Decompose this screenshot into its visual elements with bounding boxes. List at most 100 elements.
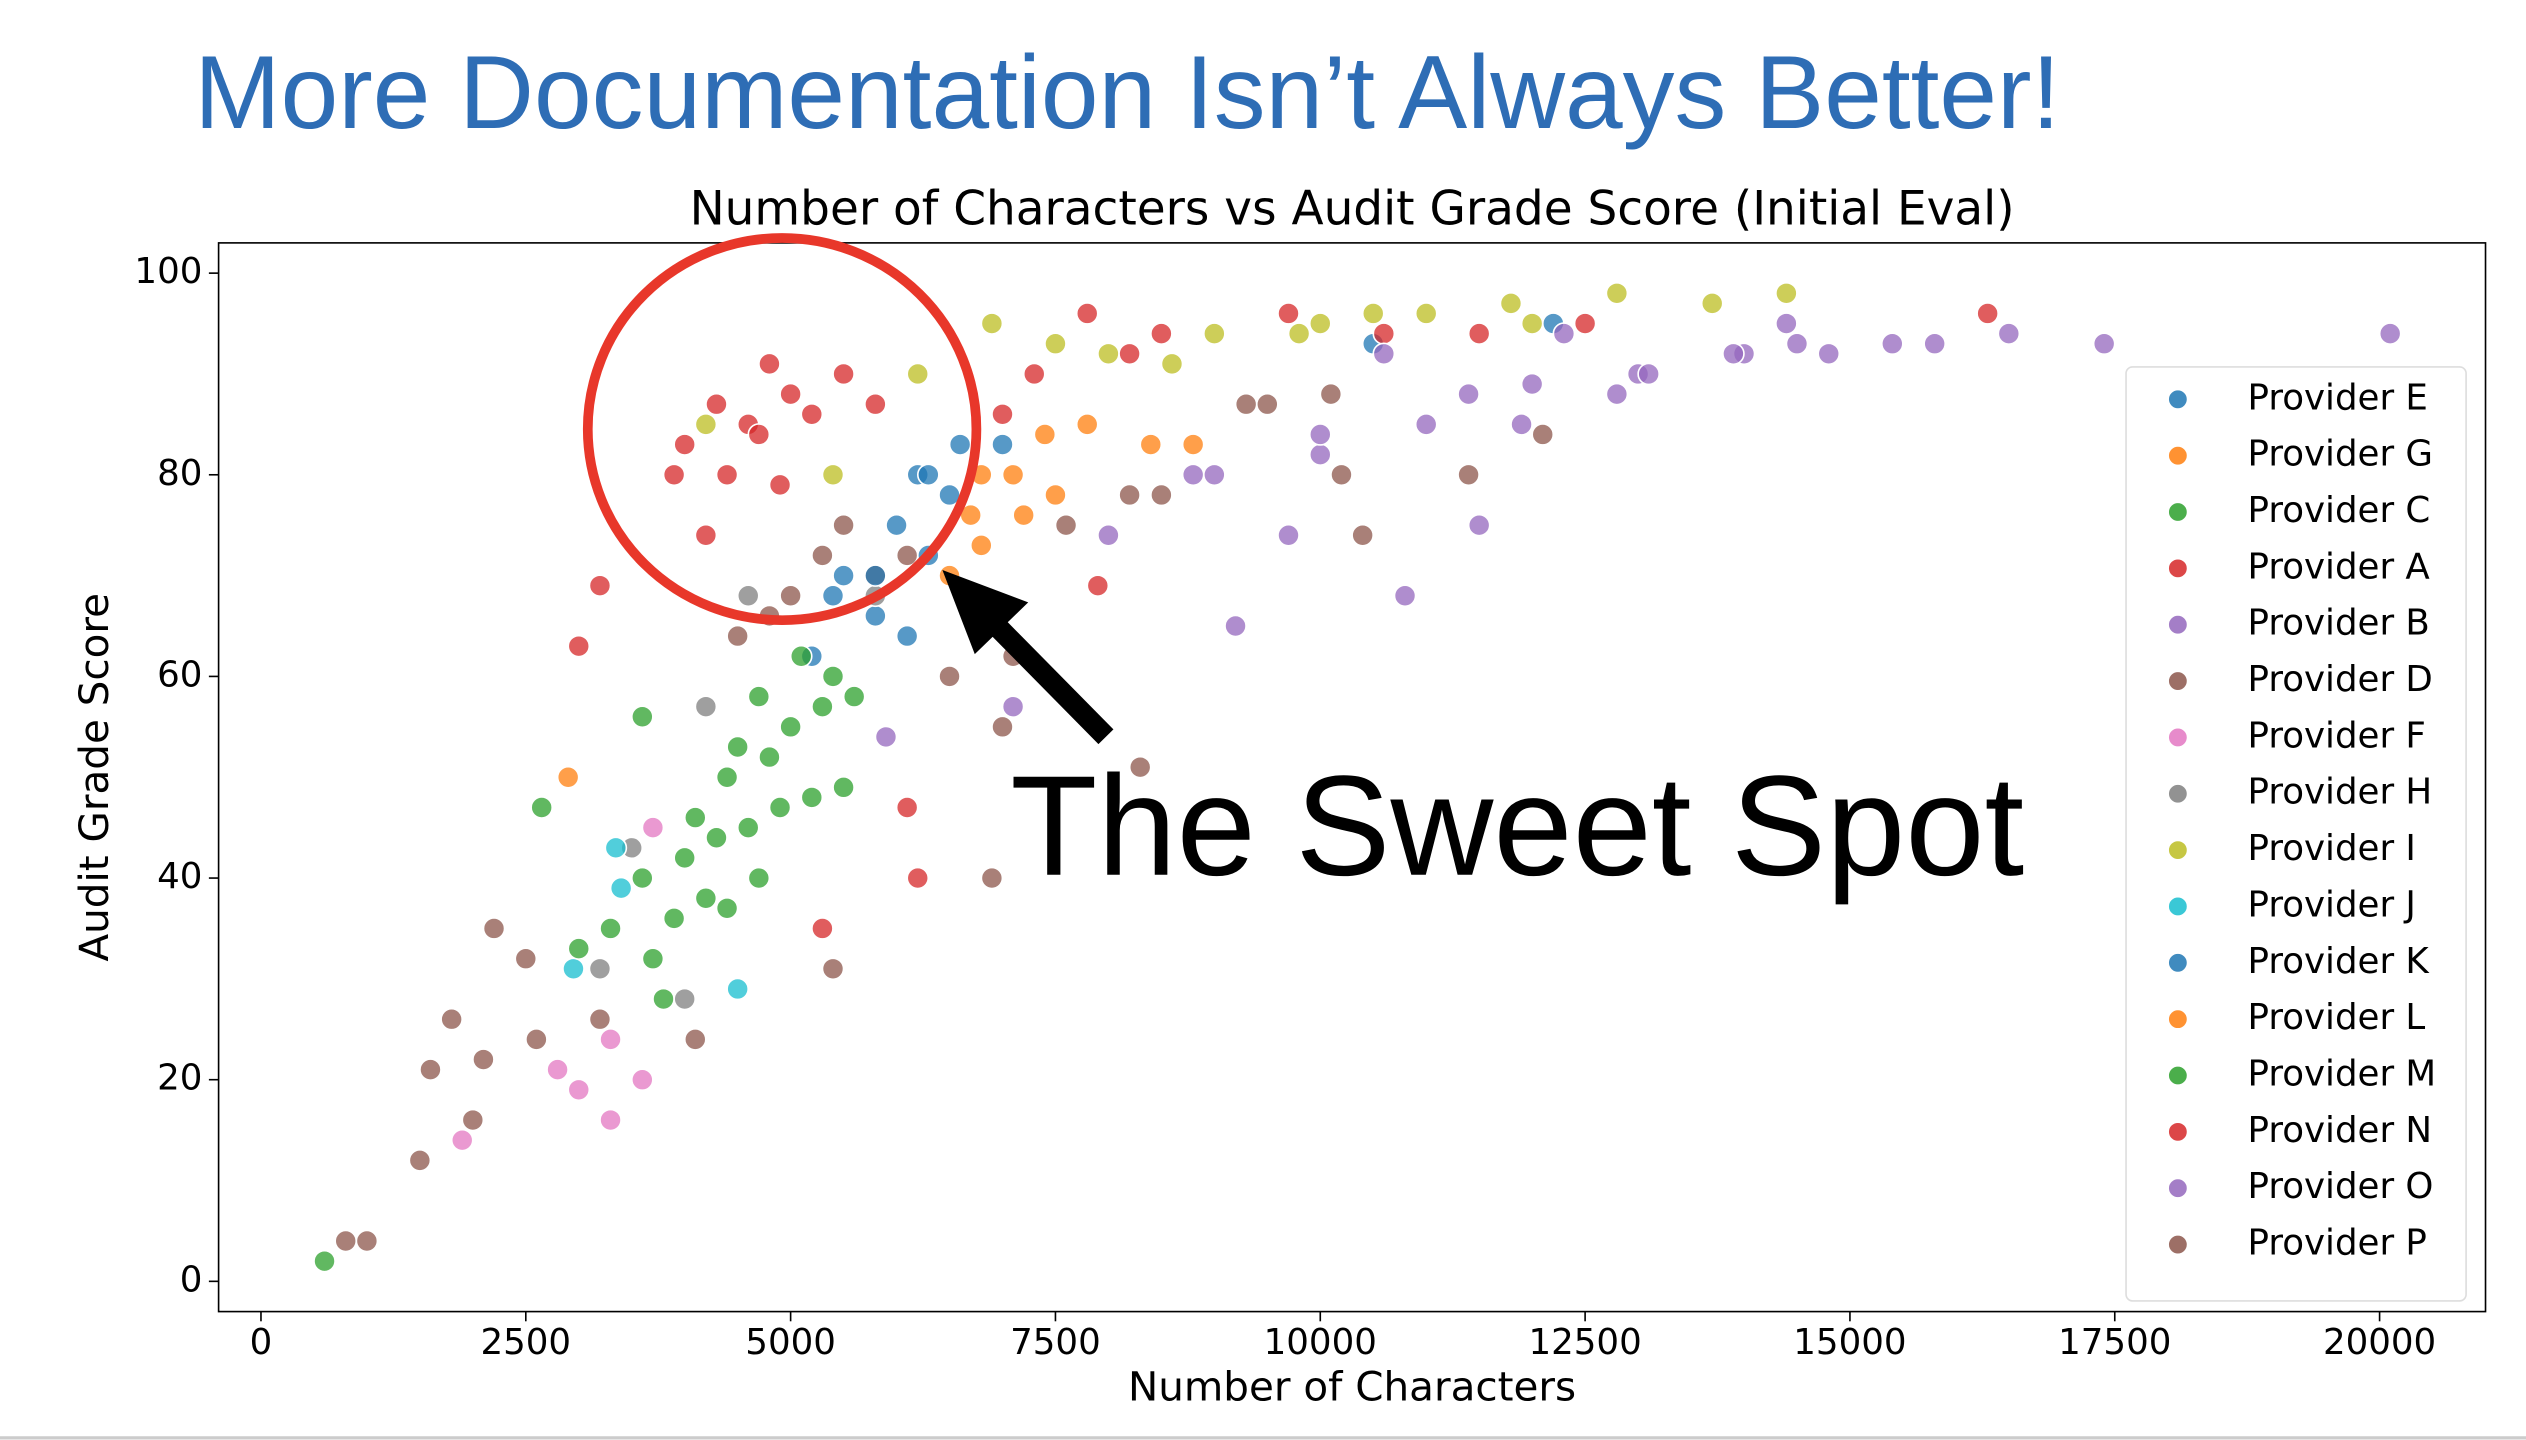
x-tick-label: 2500 <box>480 1322 571 1363</box>
point <box>1012 503 1036 527</box>
point <box>842 685 866 708</box>
y-tick-label: 0 <box>180 1259 203 1300</box>
point <box>1203 463 1226 487</box>
point <box>641 816 665 839</box>
point <box>895 624 919 648</box>
x-tick-label: 7500 <box>1010 1322 1101 1363</box>
x-tick-label: 0 <box>250 1322 273 1363</box>
legend-marker <box>2167 952 2189 974</box>
point <box>864 392 887 416</box>
point <box>419 1058 442 1081</box>
point <box>736 584 760 608</box>
point <box>1520 312 1544 335</box>
point <box>630 1068 654 1092</box>
point <box>1128 755 1152 779</box>
point <box>832 564 855 587</box>
point <box>1224 614 1247 638</box>
point <box>1467 322 1491 345</box>
point <box>906 866 930 890</box>
point <box>736 816 760 839</box>
point <box>599 1108 622 1132</box>
point <box>630 866 654 890</box>
point <box>906 362 930 386</box>
point <box>1319 382 1343 406</box>
point <box>1510 413 1533 436</box>
point <box>673 987 697 1011</box>
point <box>1277 302 1300 325</box>
point <box>1022 362 1046 386</box>
legend-label: Provider D <box>2247 659 2432 700</box>
point <box>980 312 1004 335</box>
point <box>1330 463 1353 487</box>
y-tick-label: 20 <box>157 1058 202 1099</box>
y-tick-label: 80 <box>157 453 202 494</box>
point <box>652 987 675 1011</box>
point <box>1457 463 1480 487</box>
point <box>832 362 855 386</box>
point <box>779 382 802 406</box>
point <box>811 695 834 719</box>
legend-label: Provider B <box>2247 603 2429 644</box>
x-tick-label: 17500 <box>2058 1322 2171 1363</box>
plot-area <box>313 281 2402 1273</box>
point <box>694 523 718 547</box>
point <box>1414 413 1438 436</box>
legend-label: Provider M <box>2247 1054 2436 1095</box>
point <box>440 1007 463 1031</box>
point <box>1531 423 1555 446</box>
point <box>1160 352 1184 376</box>
legend-marker <box>2167 1064 2189 1087</box>
point <box>789 644 813 668</box>
point <box>450 1128 474 1152</box>
point <box>630 705 654 729</box>
legend-label: Provider N <box>2247 1110 2432 1151</box>
point <box>1181 433 1205 456</box>
legend-label: Provider A <box>2247 546 2430 587</box>
point <box>1150 483 1173 507</box>
point <box>1573 312 1597 335</box>
point <box>1255 392 1279 416</box>
y-tick-label: 60 <box>157 654 202 695</box>
point <box>1976 302 1999 325</box>
legend-label: Provider P <box>2247 1223 2426 1264</box>
point <box>461 1108 485 1132</box>
point <box>705 392 728 416</box>
point <box>948 433 972 456</box>
point <box>1277 523 1300 547</box>
point <box>662 463 686 487</box>
point <box>821 957 845 981</box>
legend-marker <box>2167 1008 2189 1030</box>
point <box>768 473 792 497</box>
point <box>530 796 554 819</box>
legend-marker <box>2167 1121 2189 1143</box>
point <box>525 1028 548 1051</box>
point <box>313 1249 336 1273</box>
point <box>673 433 697 456</box>
point <box>1075 302 1099 325</box>
point <box>726 735 749 759</box>
point <box>1139 433 1163 456</box>
point <box>1414 302 1438 325</box>
point <box>1775 281 1798 305</box>
point <box>715 463 739 487</box>
legend-marker <box>2167 388 2189 410</box>
point <box>1393 584 1417 608</box>
point <box>1997 322 2021 345</box>
point <box>588 574 612 598</box>
point <box>969 534 993 557</box>
point <box>747 423 771 446</box>
point <box>1044 483 1067 507</box>
point <box>1287 322 1311 345</box>
point <box>1001 695 1025 719</box>
point <box>1722 342 1745 366</box>
point <box>562 957 585 981</box>
x-axis-label: Number of Characters <box>1128 1362 1576 1410</box>
legend-marker <box>2167 895 2189 917</box>
point <box>1605 382 1629 406</box>
point <box>1118 342 1141 366</box>
point <box>2378 322 2402 345</box>
point <box>1372 342 1396 366</box>
point <box>1234 392 1258 416</box>
